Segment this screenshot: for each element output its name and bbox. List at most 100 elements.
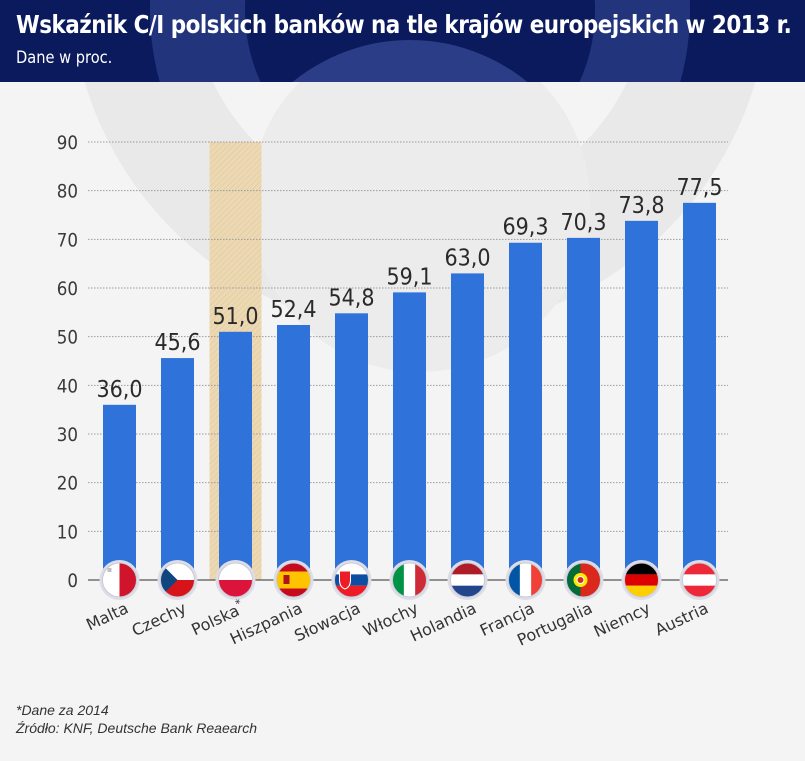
flag-stripe bbox=[334, 574, 369, 586]
y-tick-label: 90 bbox=[57, 132, 78, 154]
flag-stripe bbox=[682, 574, 717, 586]
flag-body bbox=[276, 563, 311, 597]
flag-stripe bbox=[392, 563, 404, 597]
flag-stripe bbox=[519, 563, 532, 597]
source-note: Źródło: KNF, Deutsche Bank Reaearch bbox=[16, 720, 257, 736]
chart-title: Wskaźnik C/I polskich banków na tle kraj… bbox=[16, 10, 792, 39]
flag-stripe bbox=[450, 574, 485, 586]
flag-stripe bbox=[218, 580, 253, 597]
coat-of-arms bbox=[283, 575, 290, 584]
flag-stripe bbox=[334, 585, 369, 597]
footnote: *Dane za 2014 bbox=[16, 702, 109, 718]
x-tick-label: Czechy bbox=[129, 598, 189, 640]
portugal-flag bbox=[563, 560, 604, 600]
flag-stripe bbox=[415, 563, 427, 597]
flag-border bbox=[160, 562, 195, 598]
data-label: 59,1 bbox=[386, 264, 432, 290]
y-tick-label: 50 bbox=[57, 327, 78, 349]
flag-body bbox=[160, 563, 195, 597]
data-label: 69,3 bbox=[502, 215, 548, 241]
flag-stripe bbox=[276, 571, 311, 589]
flag-stripe bbox=[508, 563, 520, 597]
y-tick-label: 80 bbox=[57, 181, 78, 203]
flag-border bbox=[508, 562, 543, 598]
y-tick-label: 0 bbox=[67, 570, 78, 592]
flag-border bbox=[392, 562, 427, 598]
data-label: 51,0 bbox=[212, 304, 258, 330]
malta-flag bbox=[99, 560, 140, 600]
bar-holandia bbox=[451, 273, 484, 580]
flag-stripe bbox=[450, 585, 485, 597]
flag-body bbox=[450, 563, 485, 597]
bar-niemcy bbox=[625, 220, 658, 580]
germany-flag bbox=[621, 560, 662, 600]
bar-malta bbox=[103, 404, 136, 580]
bar-wochy bbox=[393, 292, 426, 580]
flag-body bbox=[102, 563, 137, 597]
coat-of-arms bbox=[339, 570, 351, 590]
chart-header: Wskaźnik C/I polskich banków na tle kraj… bbox=[0, 0, 805, 82]
flag-body bbox=[392, 563, 427, 597]
flag-border bbox=[682, 562, 717, 598]
flag-border bbox=[450, 562, 485, 598]
x-tick-label: Austria bbox=[652, 598, 711, 639]
asterisk: * bbox=[233, 596, 244, 610]
bar-czechy bbox=[161, 358, 194, 580]
flag-stripe bbox=[624, 563, 659, 575]
data-label: 70,3 bbox=[560, 210, 606, 236]
flag-border bbox=[566, 562, 601, 598]
flag-body bbox=[508, 563, 543, 597]
italy-flag bbox=[389, 560, 430, 600]
flag-stripe bbox=[531, 563, 543, 597]
flag-border bbox=[218, 562, 253, 598]
flag-stripe bbox=[218, 563, 253, 580]
flag-stripe bbox=[580, 563, 601, 597]
data-label: 77,5 bbox=[676, 175, 722, 201]
y-tick-label: 70 bbox=[57, 229, 78, 251]
flag-stripe bbox=[624, 574, 659, 586]
flag-stripe bbox=[450, 563, 485, 575]
bar-hiszpania bbox=[277, 324, 310, 580]
y-tick-label: 10 bbox=[57, 521, 78, 543]
y-tick-label: 20 bbox=[57, 473, 78, 495]
flag-body bbox=[566, 563, 601, 597]
flag-stripe bbox=[682, 563, 717, 575]
flag-triangle bbox=[160, 563, 178, 597]
watermark-arc bbox=[150, 0, 690, 82]
shield bbox=[576, 576, 585, 584]
flag-stripe bbox=[624, 585, 659, 597]
flag-body bbox=[334, 563, 369, 597]
poland-flag bbox=[215, 560, 256, 600]
bar-austria bbox=[683, 202, 716, 581]
netherlands-flag bbox=[447, 560, 488, 600]
x-tick-label: Malta bbox=[83, 598, 131, 634]
data-label: 52,4 bbox=[270, 297, 316, 323]
data-label: 73,8 bbox=[618, 193, 664, 219]
flag-border bbox=[624, 562, 659, 598]
flag-stripe bbox=[334, 563, 369, 575]
bar-portugalia bbox=[567, 237, 600, 580]
austria-flag bbox=[679, 560, 720, 600]
data-label: 36,0 bbox=[96, 377, 142, 403]
flag-border bbox=[334, 562, 369, 598]
y-tick-label: 30 bbox=[57, 424, 78, 446]
flag-body bbox=[624, 563, 659, 597]
flag-border bbox=[276, 562, 311, 598]
x-tick-label: Słowacja bbox=[291, 598, 363, 645]
x-tick-label: Holandia bbox=[407, 598, 479, 645]
george-cross bbox=[107, 568, 112, 572]
flag-stripe bbox=[682, 585, 717, 597]
flag-border bbox=[102, 562, 137, 598]
flag-stripe bbox=[119, 563, 137, 597]
slovakia-flag bbox=[331, 560, 372, 600]
bar-polska bbox=[219, 331, 252, 580]
y-tick-label: 40 bbox=[57, 375, 78, 397]
data-label: 54,8 bbox=[328, 285, 374, 311]
czech-flag bbox=[157, 560, 198, 600]
france-flag bbox=[505, 560, 546, 600]
y-tick-label: 60 bbox=[57, 278, 78, 300]
chart-subtitle: Dane w proc. bbox=[16, 48, 113, 68]
data-label: 45,6 bbox=[154, 330, 200, 356]
flag-stripe bbox=[102, 563, 120, 597]
